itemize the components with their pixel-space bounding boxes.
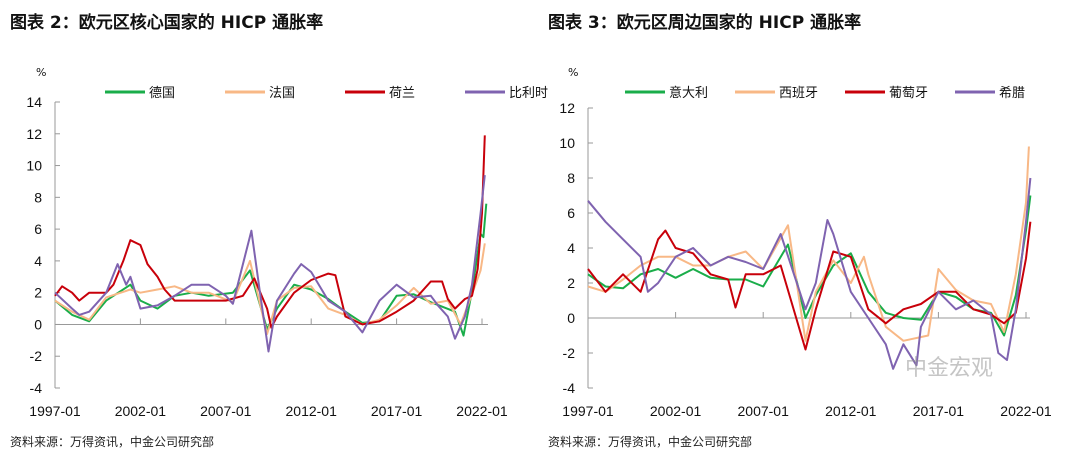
chart-3-source: 资料来源：万得资讯，中金公司研究部: [548, 435, 753, 449]
series-line-比利时: [54, 174, 486, 353]
chart-2-source: 资料来源：万得资讯，中金公司研究部: [10, 435, 215, 449]
y-tick-label: 6: [34, 221, 42, 237]
legend-label: 葡萄牙: [889, 86, 928, 101]
y-tick-label: 0: [34, 316, 42, 332]
y-tick-label: 6: [567, 205, 575, 221]
watermark: 中金宏观: [905, 356, 994, 381]
chart-2-title: 图表 2：欧元区核心国家的 HICP 通胀率: [10, 13, 324, 33]
series-line-希腊: [587, 177, 1032, 370]
y-tick-label: 4: [34, 253, 42, 269]
y-tick-label: 14: [26, 94, 42, 110]
series-line-西班牙: [587, 146, 1030, 342]
x-tick-label: 2012-01: [825, 403, 877, 419]
y-tick-label: 4: [567, 240, 575, 256]
y-tick-label: 2: [34, 285, 42, 301]
x-tick-label: 2012-01: [286, 403, 338, 419]
y-axis-unit: %: [36, 66, 46, 79]
y-tick-label: 8: [34, 189, 42, 205]
x-tick-label: 1997-01: [562, 403, 614, 419]
chart-3-title: 图表 3：欧元区周边国家的 HICP 通胀率: [548, 13, 862, 33]
x-tick-label: 2022-01: [456, 403, 508, 419]
y-tick-label: 10: [559, 135, 575, 151]
y-tick-label: -2: [563, 345, 576, 361]
legend-label: 意大利: [669, 85, 708, 101]
series-line-荷兰: [54, 135, 486, 329]
y-tick-label: -4: [30, 380, 43, 396]
x-tick-label: 2007-01: [738, 403, 790, 419]
x-tick-label: 1997-01: [29, 403, 81, 419]
y-tick-label: 8: [567, 170, 575, 186]
legend-label: 希腊: [999, 86, 1025, 101]
x-tick-label: 2007-01: [200, 403, 252, 419]
legend-label: 荷兰: [389, 86, 415, 101]
y-tick-label: 10: [26, 158, 42, 174]
legend-label: 德国: [149, 86, 175, 101]
series-line-葡萄牙: [587, 221, 1032, 351]
x-tick-label: 2002-01: [650, 403, 702, 419]
legend-label: 西班牙: [779, 86, 818, 101]
y-tick-label: 2: [567, 275, 575, 291]
legend-label: 比利时: [509, 86, 548, 101]
series-line-意大利: [587, 195, 1032, 337]
y-tick-label: 12: [26, 126, 42, 142]
y-tick-label: 12: [559, 100, 575, 116]
y-axis-unit: %: [568, 66, 578, 79]
x-tick-label: 2022-01: [1000, 403, 1052, 419]
legend-label: 法国: [269, 86, 295, 101]
x-tick-label: 2017-01: [371, 403, 423, 419]
x-tick-label: 2002-01: [115, 403, 167, 419]
y-tick-label: -4: [563, 380, 576, 396]
y-tick-label: 0: [567, 310, 575, 326]
y-tick-label: -2: [30, 348, 43, 364]
x-tick-label: 2017-01: [913, 403, 965, 419]
